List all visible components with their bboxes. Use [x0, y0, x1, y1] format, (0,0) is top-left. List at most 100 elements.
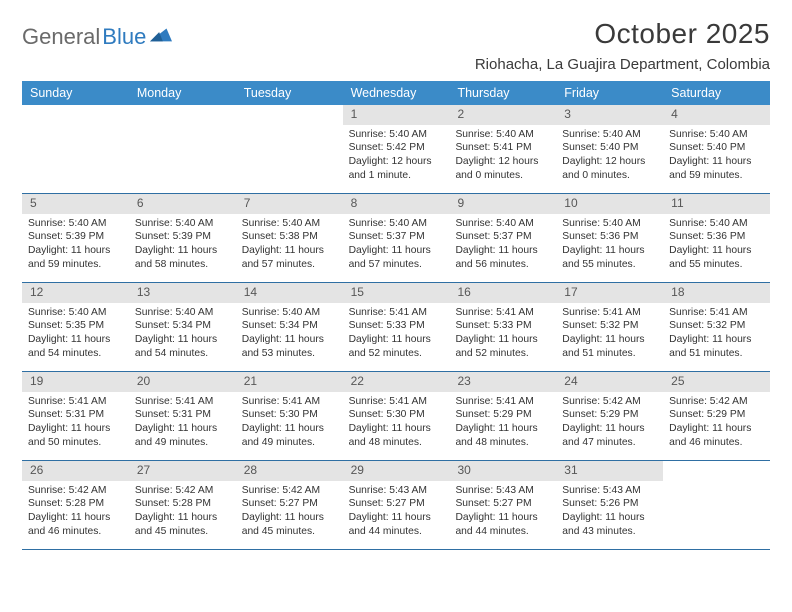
day-number: 22 [343, 372, 450, 392]
day-number: 23 [449, 372, 556, 392]
day-cell: . [236, 105, 343, 193]
sunrise-text: Sunrise: 5:42 AM [135, 484, 230, 498]
day-number: 17 [556, 283, 663, 303]
month-title: October 2025 [475, 18, 770, 50]
day-body: Sunrise: 5:40 AMSunset: 5:39 PMDaylight:… [129, 214, 236, 275]
day-cell: 2Sunrise: 5:40 AMSunset: 5:41 PMDaylight… [449, 105, 556, 193]
day-body: Sunrise: 5:40 AMSunset: 5:37 PMDaylight:… [449, 214, 556, 275]
daylight-text: Daylight: 11 hours and 59 minutes. [669, 155, 764, 182]
day-number: 5 [22, 194, 129, 214]
day-body: Sunrise: 5:41 AMSunset: 5:33 PMDaylight:… [449, 303, 556, 364]
day-body: Sunrise: 5:40 AMSunset: 5:40 PMDaylight:… [556, 125, 663, 186]
day-number: 4 [663, 105, 770, 125]
day-body: Sunrise: 5:41 AMSunset: 5:30 PMDaylight:… [236, 392, 343, 453]
day-body: Sunrise: 5:41 AMSunset: 5:32 PMDaylight:… [663, 303, 770, 364]
day-body: Sunrise: 5:41 AMSunset: 5:29 PMDaylight:… [449, 392, 556, 453]
day-cell: 19Sunrise: 5:41 AMSunset: 5:31 PMDayligh… [22, 372, 129, 460]
sunset-text: Sunset: 5:31 PM [135, 408, 230, 422]
day-body: Sunrise: 5:40 AMSunset: 5:40 PMDaylight:… [663, 125, 770, 186]
day-number: 10 [556, 194, 663, 214]
daylight-text: Daylight: 11 hours and 53 minutes. [242, 333, 337, 360]
day-cell: . [22, 105, 129, 193]
sunset-text: Sunset: 5:35 PM [28, 319, 123, 333]
weekday-saturday: Saturday [663, 81, 770, 105]
sunrise-text: Sunrise: 5:40 AM [28, 306, 123, 320]
daylight-text: Daylight: 11 hours and 49 minutes. [135, 422, 230, 449]
logo-text-blue: Blue [102, 24, 146, 50]
day-cell: 1Sunrise: 5:40 AMSunset: 5:42 PMDaylight… [343, 105, 450, 193]
sunset-text: Sunset: 5:39 PM [28, 230, 123, 244]
daylight-text: Daylight: 12 hours and 0 minutes. [455, 155, 550, 182]
daylight-text: Daylight: 11 hours and 48 minutes. [455, 422, 550, 449]
sunset-text: Sunset: 5:36 PM [669, 230, 764, 244]
day-cell: 26Sunrise: 5:42 AMSunset: 5:28 PMDayligh… [22, 461, 129, 549]
sunset-text: Sunset: 5:42 PM [349, 141, 444, 155]
sunrise-text: Sunrise: 5:42 AM [562, 395, 657, 409]
daylight-text: Daylight: 11 hours and 59 minutes. [28, 244, 123, 271]
day-cell: 6Sunrise: 5:40 AMSunset: 5:39 PMDaylight… [129, 194, 236, 282]
sunrise-text: Sunrise: 5:41 AM [562, 306, 657, 320]
header: GeneralBlue October 2025 Riohacha, La Gu… [22, 18, 770, 73]
sunset-text: Sunset: 5:29 PM [562, 408, 657, 422]
sunrise-text: Sunrise: 5:40 AM [455, 128, 550, 142]
day-cell: . [129, 105, 236, 193]
day-cell: 10Sunrise: 5:40 AMSunset: 5:36 PMDayligh… [556, 194, 663, 282]
sunset-text: Sunset: 5:30 PM [349, 408, 444, 422]
day-cell: 7Sunrise: 5:40 AMSunset: 5:38 PMDaylight… [236, 194, 343, 282]
weekday-wednesday: Wednesday [343, 81, 450, 105]
day-number: 3 [556, 105, 663, 125]
location: Riohacha, La Guajira Department, Colombi… [475, 56, 770, 73]
calendar: SundayMondayTuesdayWednesdayThursdayFrid… [22, 81, 770, 550]
sunset-text: Sunset: 5:29 PM [669, 408, 764, 422]
day-body: Sunrise: 5:40 AMSunset: 5:36 PMDaylight:… [556, 214, 663, 275]
daylight-text: Daylight: 12 hours and 0 minutes. [562, 155, 657, 182]
daylight-text: Daylight: 11 hours and 48 minutes. [349, 422, 444, 449]
day-number: 6 [129, 194, 236, 214]
weekday-friday: Friday [556, 81, 663, 105]
sunrise-text: Sunrise: 5:40 AM [562, 128, 657, 142]
day-number: 29 [343, 461, 450, 481]
day-body: Sunrise: 5:41 AMSunset: 5:31 PMDaylight:… [129, 392, 236, 453]
day-cell: 29Sunrise: 5:43 AMSunset: 5:27 PMDayligh… [343, 461, 450, 549]
day-body: Sunrise: 5:41 AMSunset: 5:32 PMDaylight:… [556, 303, 663, 364]
sunrise-text: Sunrise: 5:40 AM [135, 217, 230, 231]
day-body: Sunrise: 5:40 AMSunset: 5:38 PMDaylight:… [236, 214, 343, 275]
day-cell: 11Sunrise: 5:40 AMSunset: 5:36 PMDayligh… [663, 194, 770, 282]
sunrise-text: Sunrise: 5:41 AM [349, 306, 444, 320]
daylight-text: Daylight: 11 hours and 46 minutes. [28, 511, 123, 538]
logo-text-general: General [22, 24, 100, 50]
day-number: 27 [129, 461, 236, 481]
day-cell: 14Sunrise: 5:40 AMSunset: 5:34 PMDayligh… [236, 283, 343, 371]
sunrise-text: Sunrise: 5:40 AM [669, 128, 764, 142]
day-cell: 20Sunrise: 5:41 AMSunset: 5:31 PMDayligh… [129, 372, 236, 460]
daylight-text: Daylight: 11 hours and 58 minutes. [135, 244, 230, 271]
sunrise-text: Sunrise: 5:40 AM [562, 217, 657, 231]
sunrise-text: Sunrise: 5:41 AM [669, 306, 764, 320]
day-cell: 24Sunrise: 5:42 AMSunset: 5:29 PMDayligh… [556, 372, 663, 460]
sunrise-text: Sunrise: 5:40 AM [455, 217, 550, 231]
day-cell: 16Sunrise: 5:41 AMSunset: 5:33 PMDayligh… [449, 283, 556, 371]
sunset-text: Sunset: 5:41 PM [455, 141, 550, 155]
daylight-text: Daylight: 11 hours and 43 minutes. [562, 511, 657, 538]
day-body: Sunrise: 5:43 AMSunset: 5:27 PMDaylight:… [343, 481, 450, 542]
sunset-text: Sunset: 5:32 PM [562, 319, 657, 333]
day-cell: 22Sunrise: 5:41 AMSunset: 5:30 PMDayligh… [343, 372, 450, 460]
sunrise-text: Sunrise: 5:43 AM [455, 484, 550, 498]
day-number: 11 [663, 194, 770, 214]
logo-triangle-icon [150, 26, 172, 42]
day-body: Sunrise: 5:40 AMSunset: 5:35 PMDaylight:… [22, 303, 129, 364]
day-number: 13 [129, 283, 236, 303]
daylight-text: Daylight: 11 hours and 51 minutes. [669, 333, 764, 360]
week-row: 12Sunrise: 5:40 AMSunset: 5:35 PMDayligh… [22, 283, 770, 372]
sunset-text: Sunset: 5:38 PM [242, 230, 337, 244]
day-number: 15 [343, 283, 450, 303]
daylight-text: Daylight: 11 hours and 52 minutes. [349, 333, 444, 360]
day-number: 26 [22, 461, 129, 481]
day-number: 7 [236, 194, 343, 214]
day-number: 19 [22, 372, 129, 392]
daylight-text: Daylight: 12 hours and 1 minute. [349, 155, 444, 182]
week-row: ...1Sunrise: 5:40 AMSunset: 5:42 PMDayli… [22, 105, 770, 194]
sunset-text: Sunset: 5:30 PM [242, 408, 337, 422]
sunset-text: Sunset: 5:37 PM [349, 230, 444, 244]
sunrise-text: Sunrise: 5:41 AM [455, 306, 550, 320]
